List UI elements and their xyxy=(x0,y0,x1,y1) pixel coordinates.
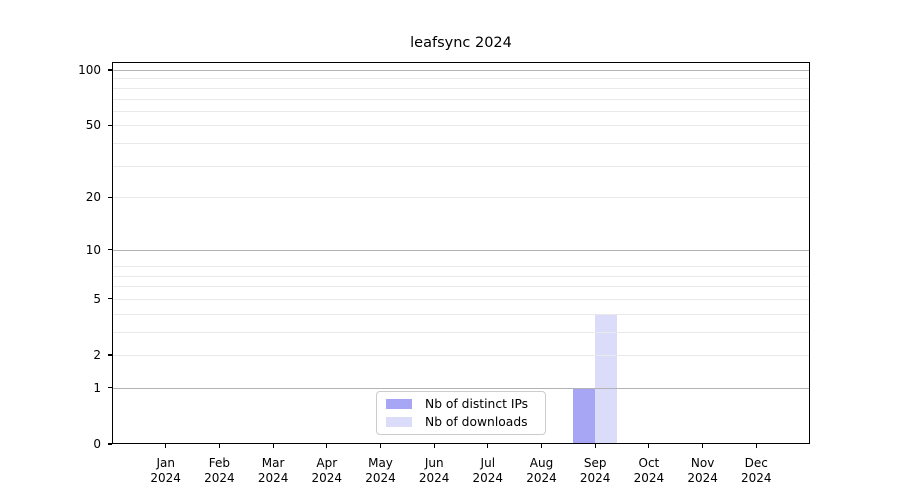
x-tick-label-year: 2024 xyxy=(418,471,450,485)
x-tick-label-year: 2024 xyxy=(633,471,665,485)
legend-label: Nb of downloads xyxy=(425,415,528,429)
x-tick-label-year: 2024 xyxy=(579,471,611,485)
x-tick-label-year: 2024 xyxy=(526,471,557,485)
gridline-1 xyxy=(113,387,809,389)
y-tick-mark xyxy=(108,249,112,251)
x-tick-mark xyxy=(594,444,596,448)
gridline-minor xyxy=(113,143,809,145)
x-tick-mark xyxy=(272,444,274,448)
legend-swatch xyxy=(386,417,412,427)
gridline-minor xyxy=(113,265,809,267)
legend-swatch xyxy=(386,399,412,409)
y-tick-mark xyxy=(108,354,112,356)
legend-label: Nb of distinct IPs xyxy=(425,397,529,411)
gridline-10 xyxy=(113,249,809,251)
x-tick-mark xyxy=(326,444,328,448)
x-tick-label-month: Apr xyxy=(316,456,338,470)
x-tick-label-month: Nov xyxy=(690,456,715,470)
x-tick-mark xyxy=(648,444,650,448)
y-tick-label: 10 xyxy=(85,242,101,257)
legend-row: Nb of downloads xyxy=(383,415,539,429)
x-tick-mark xyxy=(540,444,543,448)
y-tick-label: 1 xyxy=(93,380,101,395)
gridline-minor xyxy=(113,165,809,167)
bar-nb-of-distinct-ips xyxy=(573,387,596,444)
gridline-50 xyxy=(113,125,809,127)
bar-nb-of-downloads xyxy=(595,313,618,444)
x-tick-label-month: Jul xyxy=(480,456,496,470)
y-tick-label: 5 xyxy=(93,291,101,306)
y-tick-mark xyxy=(108,124,112,126)
y-tick-mark xyxy=(108,298,112,300)
y-tick-mark xyxy=(108,443,112,445)
x-tick-mark xyxy=(218,444,220,448)
legend-row: Nb of distinct IPs xyxy=(383,397,539,411)
gridline-minor xyxy=(113,286,809,288)
y-tick-label: 20 xyxy=(85,190,101,205)
x-tick-label-month: Jun xyxy=(424,456,444,470)
y-tick-label: 2 xyxy=(93,348,101,362)
x-tick-mark xyxy=(165,444,167,448)
y-tick-mark xyxy=(108,387,112,389)
y-tick-label: 100 xyxy=(78,63,101,77)
x-tick-mark xyxy=(702,444,704,448)
x-tick-label-month: Aug xyxy=(529,456,554,470)
gridline-minor xyxy=(113,78,809,80)
gridline-minor xyxy=(113,110,809,112)
gridline-minor xyxy=(113,331,809,333)
x-tick-mark xyxy=(487,444,489,448)
x-tick-label-month: Jan xyxy=(156,456,175,470)
y-tick-label: 50 xyxy=(85,118,101,133)
gridline-minor xyxy=(113,275,809,277)
x-tick-label-month: Feb xyxy=(208,456,231,470)
x-tick-label-month: Mar xyxy=(261,456,285,470)
x-tick-mark xyxy=(755,444,757,448)
x-tick-mark xyxy=(379,444,382,448)
x-tick-label-year: 2024 xyxy=(311,471,343,485)
x-tick-label-year: 2024 xyxy=(687,471,718,485)
gridline-minor xyxy=(113,87,809,89)
chart-title: leafsync 2024 xyxy=(410,35,512,51)
legend: Nb of distinct IPs Nb of downloads xyxy=(376,391,546,435)
x-tick-label-year: 2024 xyxy=(472,471,504,485)
x-tick-label-month: May xyxy=(368,456,393,470)
x-tick-label-month: Sep xyxy=(583,456,607,470)
y-tick-mark xyxy=(108,196,112,198)
x-tick-label-year: 2024 xyxy=(741,471,772,485)
gridline-5 xyxy=(113,298,809,300)
x-tick-label-year: 2024 xyxy=(365,471,396,485)
x-tick-label-year: 2024 xyxy=(257,471,289,485)
x-tick-label-month: Oct xyxy=(638,456,660,470)
x-tick-label-month: Dec xyxy=(744,456,768,470)
gridline-minor xyxy=(113,98,809,100)
x-tick-label-year: 2024 xyxy=(204,471,235,485)
gridline-minor xyxy=(113,313,809,315)
y-tick-label: 0 xyxy=(93,437,101,451)
x-tick-label-year: 2024 xyxy=(150,471,181,485)
gridline-100 xyxy=(113,70,809,71)
x-tick-mark xyxy=(433,444,435,448)
gridline-2 xyxy=(113,355,809,356)
gridline-20 xyxy=(113,197,809,199)
y-tick-mark xyxy=(108,69,112,71)
plot-frame xyxy=(112,62,810,444)
